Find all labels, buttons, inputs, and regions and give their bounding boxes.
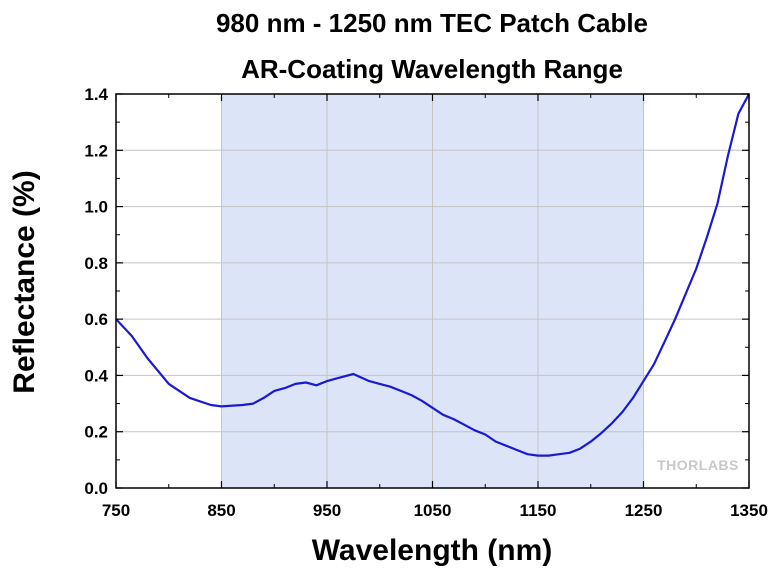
x-tick-label: 850 bbox=[207, 501, 235, 520]
chart-title-line-1: 980 nm - 1250 nm TEC Patch Cable bbox=[216, 8, 648, 38]
y-tick-label: 1.0 bbox=[84, 198, 108, 217]
y-tick-label: 1.4 bbox=[84, 85, 108, 104]
x-tick-label: 1150 bbox=[520, 501, 557, 520]
grid-layer bbox=[116, 94, 749, 488]
series-layer bbox=[115, 93, 750, 457]
x-tick-label: 1350 bbox=[730, 501, 768, 520]
reflectance-series-line bbox=[115, 93, 750, 457]
y-axis-title: Reflectance (%) bbox=[8, 170, 41, 393]
y-axis: 0.0 0.2 0.4 0.6 0.8 1.0 1.2 1.4 bbox=[84, 85, 749, 498]
x-tick-label: 1050 bbox=[414, 501, 452, 520]
x-axis-title: Wavelength (nm) bbox=[312, 534, 553, 567]
y-tick-label: 0.8 bbox=[84, 254, 108, 273]
x-tick-label: 750 bbox=[102, 501, 130, 520]
thorlabs-watermark: THORLABS bbox=[657, 457, 739, 473]
y-tick-label: 0.6 bbox=[84, 310, 108, 329]
x-tick-label: 1250 bbox=[625, 501, 663, 520]
x-axis: 750 850 950 1050 1150 1250 1350 bbox=[102, 94, 768, 520]
chart-title-line-2: AR-Coating Wavelength Range bbox=[241, 54, 623, 84]
y-tick-label: 0.2 bbox=[84, 423, 108, 442]
x-tick-label: 950 bbox=[313, 501, 341, 520]
y-tick-label: 0.4 bbox=[84, 366, 108, 385]
y-tick-label: 0.0 bbox=[84, 479, 108, 498]
y-tick-label: 1.2 bbox=[84, 141, 108, 160]
